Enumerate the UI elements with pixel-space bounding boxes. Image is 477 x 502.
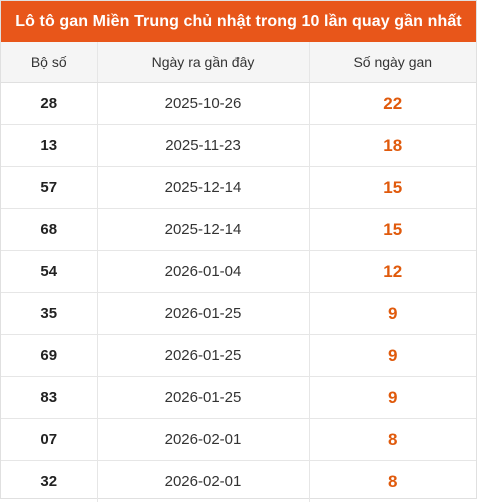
row-days-gan: 22 (309, 83, 476, 125)
row-number: 68 (1, 209, 97, 251)
row-date: 2026-01-04 (97, 251, 309, 293)
row-days-gan: 9 (309, 335, 476, 377)
table-row: 35 2026-01-25 9 (1, 293, 476, 335)
header-days-gan: Số ngày gan (309, 42, 476, 83)
table-row: 13 2025-11-23 18 (1, 125, 476, 167)
table-row: 83 2026-01-25 9 (1, 377, 476, 419)
row-number: 28 (1, 83, 97, 125)
row-number: 83 (1, 377, 97, 419)
row-date: 2026-01-25 (97, 377, 309, 419)
row-number: 69 (1, 335, 97, 377)
row-number: 13 (1, 125, 97, 167)
header-last-date: Ngày ra gần đây (97, 42, 309, 83)
row-days-gan: 8 (309, 461, 476, 502)
table-row: 07 2026-02-01 8 (1, 419, 476, 461)
table-row: 57 2025-12-14 15 (1, 167, 476, 209)
table-row: 68 2025-12-14 15 (1, 209, 476, 251)
row-date: 2025-12-14 (97, 209, 309, 251)
table-title: Lô tô gan Miền Trung chủ nhật trong 10 l… (1, 1, 476, 42)
row-days-gan: 8 (309, 419, 476, 461)
row-number: 57 (1, 167, 97, 209)
row-days-gan: 18 (309, 125, 476, 167)
table-header-row: Bộ số Ngày ra gần đây Số ngày gan (1, 42, 476, 83)
row-date: 2025-12-14 (97, 167, 309, 209)
row-days-gan: 15 (309, 167, 476, 209)
row-date: 2025-10-26 (97, 83, 309, 125)
table-row: 28 2025-10-26 22 (1, 83, 476, 125)
row-days-gan: 9 (309, 293, 476, 335)
row-number: 07 (1, 419, 97, 461)
header-number: Bộ số (1, 42, 97, 83)
row-days-gan: 12 (309, 251, 476, 293)
row-days-gan: 15 (309, 209, 476, 251)
lo-gan-table: Bộ số Ngày ra gần đây Số ngày gan 28 202… (1, 42, 476, 502)
row-date: 2026-01-25 (97, 335, 309, 377)
row-number: 35 (1, 293, 97, 335)
row-number: 32 (1, 461, 97, 502)
row-date: 2026-02-01 (97, 419, 309, 461)
row-date: 2026-02-01 (97, 461, 309, 502)
table-row: 32 2026-02-01 8 (1, 461, 476, 502)
table-row: 54 2026-01-04 12 (1, 251, 476, 293)
row-number: 54 (1, 251, 97, 293)
row-days-gan: 9 (309, 377, 476, 419)
row-date: 2026-01-25 (97, 293, 309, 335)
table-row: 69 2026-01-25 9 (1, 335, 476, 377)
row-date: 2025-11-23 (97, 125, 309, 167)
